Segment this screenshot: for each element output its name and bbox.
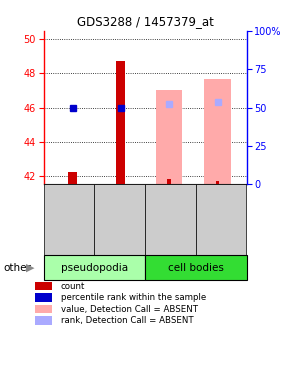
Text: value, Detection Call = ABSENT: value, Detection Call = ABSENT xyxy=(61,305,198,314)
Bar xyxy=(156,91,182,184)
Bar xyxy=(117,61,125,184)
Bar xyxy=(167,179,171,184)
Text: cell bodies: cell bodies xyxy=(168,263,224,273)
Bar xyxy=(215,181,220,184)
Title: GDS3288 / 1457379_at: GDS3288 / 1457379_at xyxy=(77,15,213,28)
Bar xyxy=(68,172,77,184)
Text: other: other xyxy=(3,263,31,273)
Text: percentile rank within the sample: percentile rank within the sample xyxy=(61,293,206,302)
Text: rank, Detection Call = ABSENT: rank, Detection Call = ABSENT xyxy=(61,316,193,325)
Text: ▶: ▶ xyxy=(26,263,35,273)
Bar xyxy=(204,78,231,184)
Text: pseudopodia: pseudopodia xyxy=(61,263,128,273)
Text: count: count xyxy=(61,281,85,291)
